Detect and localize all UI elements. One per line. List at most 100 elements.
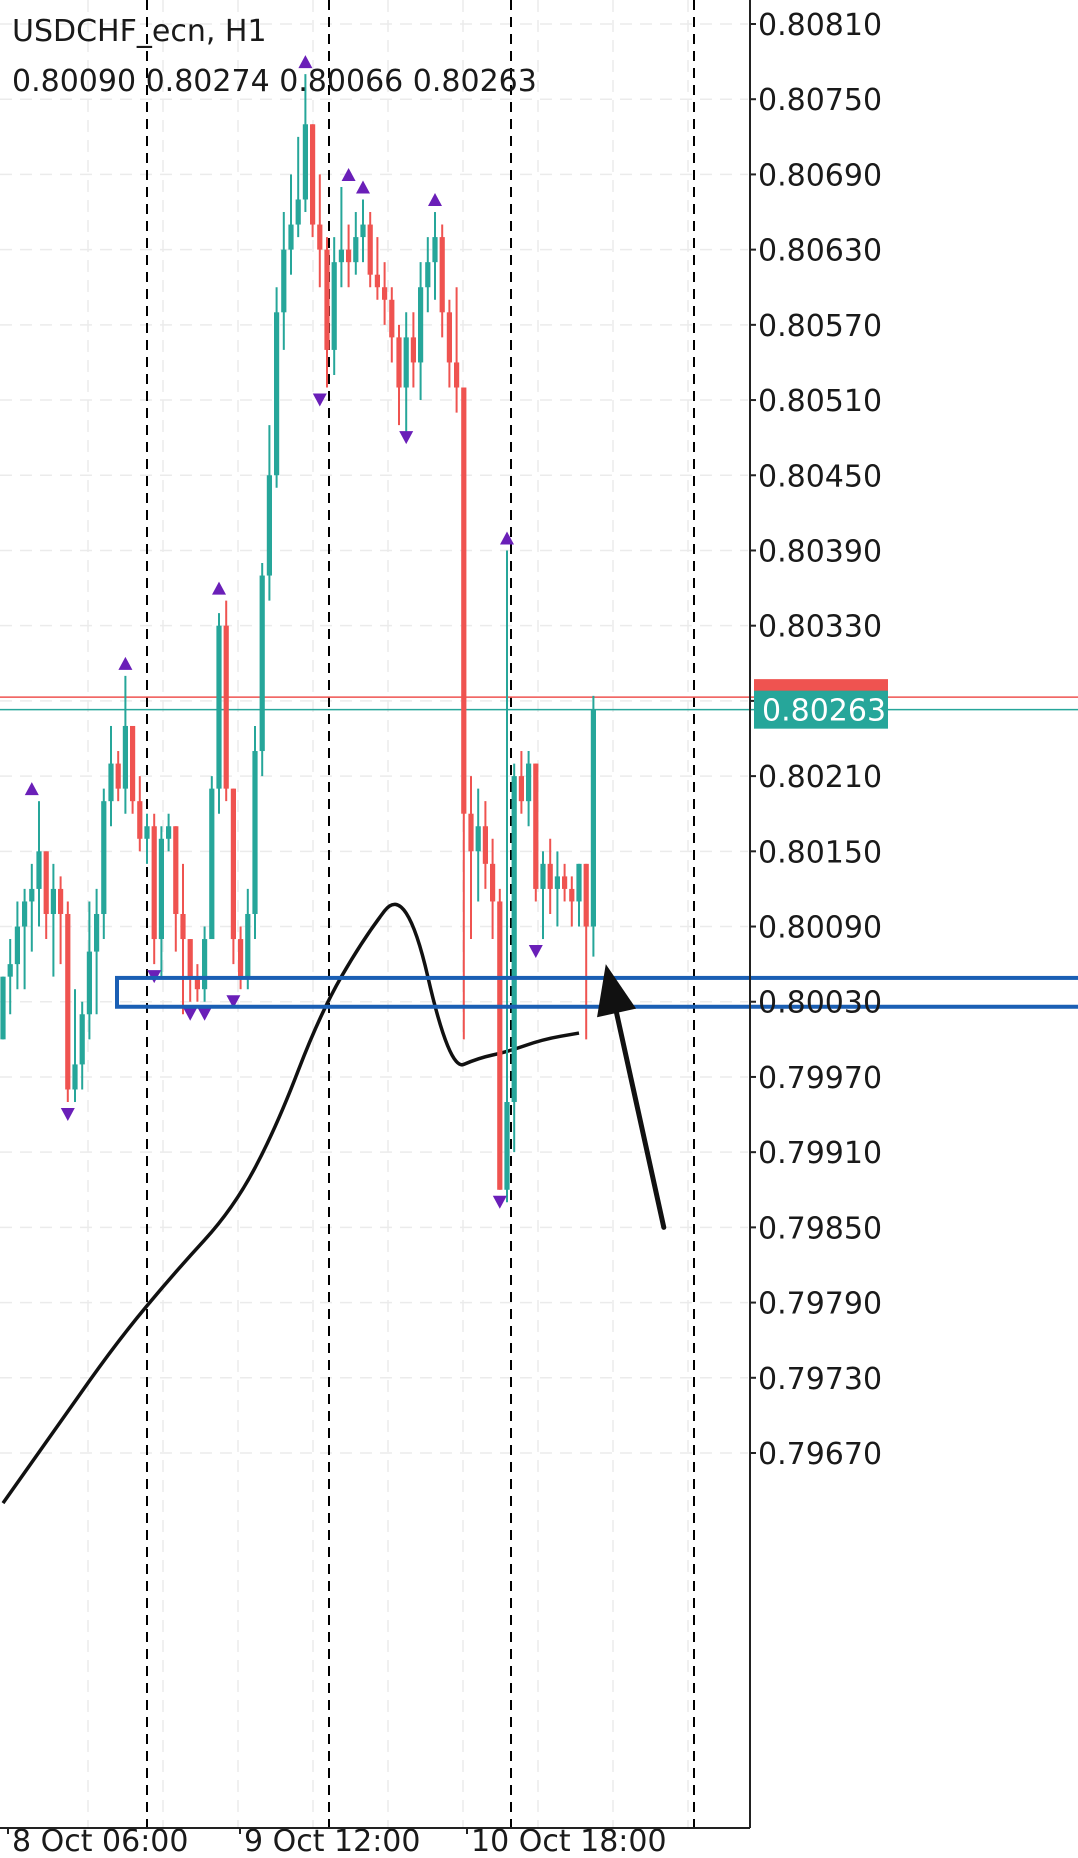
candle-body	[209, 788, 215, 940]
candle-body	[202, 939, 208, 990]
candle-body	[382, 287, 388, 300]
fractal-down-marker	[492, 1195, 507, 1209]
fractal-up-marker	[24, 782, 39, 796]
candle-body	[425, 262, 431, 288]
y-tick-label: 0.80570	[758, 309, 882, 344]
bid-price-tag	[754, 690, 888, 729]
candle-body	[94, 913, 100, 952]
price-lines	[0, 696, 1078, 711]
candle-body	[130, 725, 136, 802]
y-tick-label: 0.80510	[758, 384, 882, 419]
candle-body	[72, 1064, 78, 1090]
candle-body	[389, 299, 395, 338]
fractal-down-marker	[226, 995, 241, 1009]
x-tick-label: 9 Oct 12:00	[244, 1824, 420, 1858]
x-axis-labels: 8 Oct 06:00 9 Oct 12:00 10 Oct 18:00	[7, 1824, 667, 1858]
candle-body	[418, 287, 424, 363]
candle-body	[216, 625, 222, 789]
fractal-down-marker	[528, 945, 543, 959]
candle-body	[497, 901, 503, 1190]
candle-body	[137, 801, 143, 839]
annotation-arrow-head	[597, 964, 637, 1018]
candle-body	[533, 763, 539, 889]
candle-body	[65, 913, 71, 1090]
fractal-up-marker	[298, 55, 313, 69]
candle-body	[29, 888, 35, 902]
candle-body	[482, 826, 488, 864]
candle-body	[475, 826, 481, 852]
fractal-up-marker	[428, 193, 442, 207]
annotation-arrow-shaft	[614, 1010, 667, 1230]
candle-body	[396, 337, 402, 388]
candle-body	[518, 776, 524, 802]
fractal-up-marker	[212, 581, 226, 595]
candle-body	[338, 249, 344, 263]
y-tick-label: 0.79730	[758, 1362, 882, 1397]
ohlc-readout: 0.80090 0.80274 0.80066 0.80263	[12, 64, 537, 99]
candle-body	[288, 224, 294, 250]
candle-body	[266, 475, 272, 576]
candle-body	[439, 237, 445, 313]
candle-body	[281, 249, 287, 313]
candle-body	[562, 876, 568, 889]
candle-body	[374, 274, 380, 288]
current-price-label: 0.80263	[762, 694, 886, 729]
fractal-up-marker	[118, 656, 133, 670]
candle-body	[461, 387, 467, 814]
y-tick-label: 0.80330	[758, 610, 882, 645]
candle-body	[173, 826, 179, 914]
candle-body	[490, 863, 496, 902]
candle-body	[115, 763, 121, 789]
fractal-down-marker	[183, 1007, 198, 1021]
candle-body	[0, 976, 6, 1040]
y-tick-label: 0.80210	[758, 760, 882, 795]
candle-body	[144, 826, 150, 839]
candle-body	[223, 625, 229, 789]
candle-body	[230, 788, 236, 940]
y-tick-label: 0.79670	[758, 1437, 882, 1472]
candle-body	[180, 913, 186, 940]
candle-body	[108, 763, 114, 802]
candle-body	[403, 337, 409, 388]
candle-body	[295, 199, 301, 225]
y-axis-labels: 0.80810 0.80750 0.80690 0.80630 0.80570 0.805…	[750, 8, 882, 1472]
candle-body	[468, 813, 474, 852]
y-tick-label: 0.80030	[758, 986, 882, 1021]
y-tick-label: 0.80150	[758, 835, 882, 870]
candle-body	[353, 237, 359, 263]
candle-body	[324, 249, 330, 350]
candle-body	[454, 362, 460, 388]
candle-body	[58, 888, 64, 914]
candles	[0, 74, 596, 1203]
candle-body	[569, 888, 575, 902]
candle-body	[346, 249, 352, 263]
candle-body	[504, 1102, 510, 1190]
candle-body	[245, 913, 251, 977]
candle-body	[43, 851, 49, 914]
candle-body	[331, 262, 337, 350]
candle-body	[158, 838, 164, 940]
candle-body	[526, 763, 532, 802]
candle-body	[590, 709, 596, 927]
grid	[0, 0, 748, 1828]
y-tick-label: 0.79850	[758, 1211, 882, 1246]
candle-body	[446, 312, 452, 363]
candle-body	[252, 751, 258, 914]
y-tick-label: 0.79910	[758, 1136, 882, 1171]
candle-body	[166, 826, 172, 839]
price-tags: 0.80263	[754, 679, 888, 729]
fractal-up-marker	[341, 167, 356, 181]
y-tick-label: 0.80630	[758, 234, 882, 269]
candle-body	[151, 826, 157, 940]
candle-body	[310, 124, 316, 225]
annotation-arrow	[597, 964, 667, 1230]
candle-body	[86, 951, 92, 1015]
candle-body	[79, 1014, 85, 1065]
candle-body	[432, 237, 438, 263]
candle-body	[187, 939, 193, 977]
candle-body	[14, 926, 20, 965]
x-tick-label: 8 Oct 06:00	[12, 1824, 188, 1858]
fractal-markers	[24, 55, 543, 1209]
y-tick-label: 0.80390	[758, 534, 882, 569]
